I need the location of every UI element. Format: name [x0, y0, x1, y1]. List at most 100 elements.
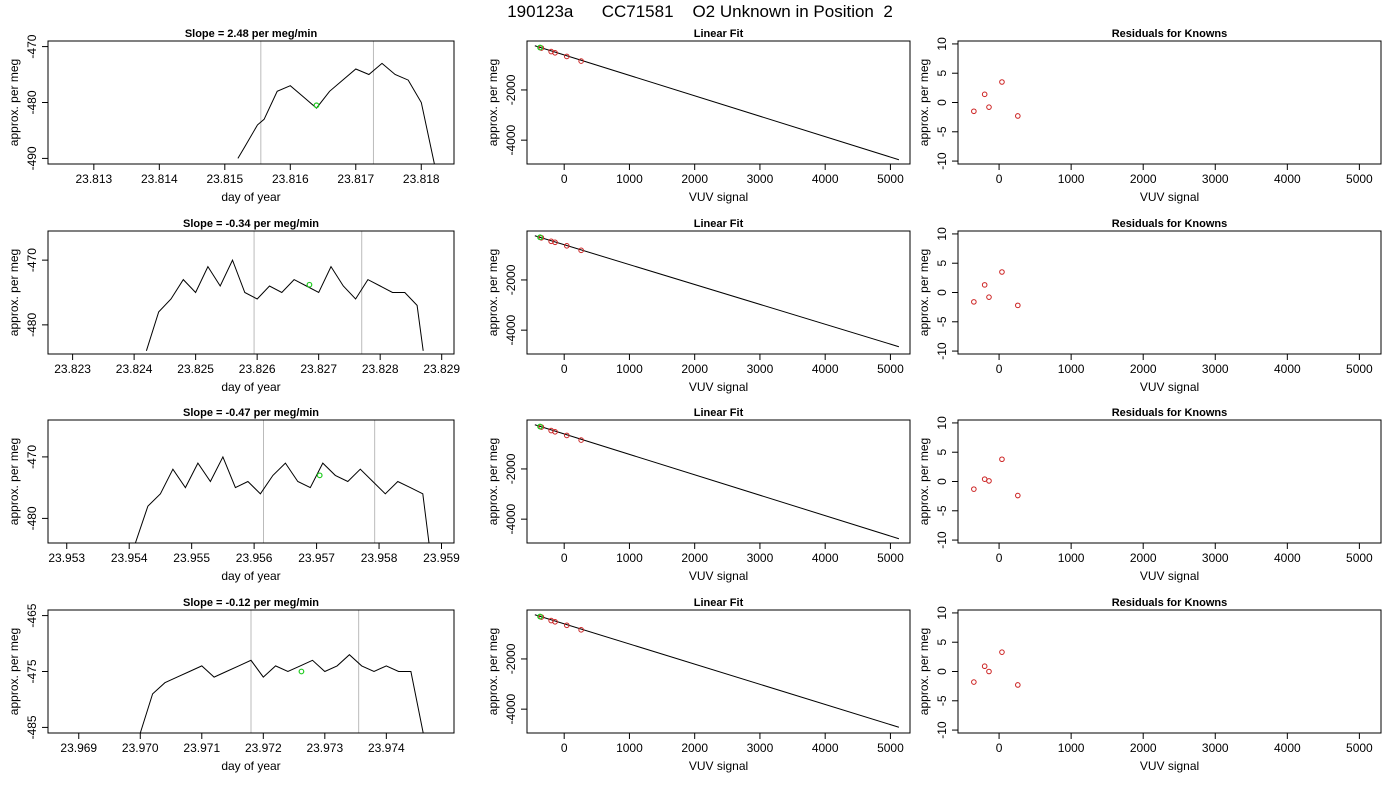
x-axis-label: VUV signal — [689, 380, 748, 394]
x-axis-label: VUV signal — [1140, 759, 1199, 773]
x-tick-label: 0 — [996, 551, 1003, 565]
y-tick-label: -10 — [935, 531, 949, 549]
y-tick-label: -480 — [25, 313, 39, 337]
x-tick-label: 0 — [561, 551, 568, 565]
data-point — [1015, 682, 1021, 688]
plot-area — [534, 613, 900, 728]
y-tick-label: 5 — [935, 639, 949, 646]
x-tick-label: 23.827 — [300, 362, 337, 376]
x-tick-label: 3000 — [1202, 741, 1229, 755]
x-tick-label: 23.957 — [298, 551, 335, 565]
x-tick-label: 5000 — [1346, 741, 1373, 755]
plot-frame — [526, 609, 911, 734]
unknown-point — [313, 102, 320, 109]
plot-frame — [526, 230, 911, 355]
chart-title: Residuals for Knowns — [1112, 218, 1228, 230]
x-tick-label: 0 — [996, 362, 1003, 376]
x-axis-label: VUV signal — [689, 759, 748, 773]
x-tick-label: 3000 — [1202, 362, 1229, 376]
x-tick-label: 23.955 — [173, 551, 210, 565]
x-tick-label: 23.823 — [54, 362, 91, 376]
x-tick-label: 5000 — [877, 741, 904, 755]
x-tick-label: 2000 — [681, 551, 708, 565]
chart-panel-8: Linear Fit VUV signal approx. per meg 0 1000… — [486, 597, 911, 773]
data-point — [578, 627, 584, 633]
chart-title: Residuals for Knowns — [1112, 407, 1228, 419]
y-tick-label: 5 — [935, 70, 949, 77]
y-tick-label: -4000 — [504, 314, 518, 345]
y-axis-label: approx. per meg — [7, 249, 21, 336]
fit-line — [534, 614, 900, 728]
data-point — [578, 58, 584, 64]
plot-area — [237, 41, 435, 164]
fit-line — [534, 424, 900, 540]
plot-area — [971, 456, 1021, 499]
x-tick-label: 2000 — [1130, 551, 1157, 565]
x-tick-label: 23.969 — [60, 741, 97, 755]
x-tick-label: 5000 — [1346, 362, 1373, 376]
y-tick-label: -10 — [935, 152, 949, 170]
chart-panel-2: Slope = -0.34 per meg/min day of year appr… — [7, 218, 460, 394]
chart-panel-3: Slope = -0.47 per meg/min day of year appr… — [7, 407, 460, 583]
x-tick-label: 2000 — [681, 741, 708, 755]
y-tick-label: -10 — [935, 342, 949, 360]
x-tick-label: 4000 — [812, 362, 839, 376]
x-tick-label: 2000 — [1130, 741, 1157, 755]
y-axis-label: approx. per meg — [486, 59, 500, 146]
x-tick-label: 3000 — [747, 551, 774, 565]
data-point — [564, 622, 570, 629]
data-point — [552, 618, 558, 625]
unknown-point — [316, 472, 323, 479]
data-point — [986, 668, 992, 675]
series-line — [145, 258, 424, 351]
chart-panel-11: Residuals for Knowns VUV signal approx. pe… — [917, 407, 1382, 583]
x-tick-label: 23.958 — [361, 551, 398, 565]
x-axis-label: VUV signal — [1140, 380, 1199, 394]
series-line — [134, 455, 430, 543]
y-tick-label: 0 — [935, 478, 949, 485]
y-axis-label: approx. per meg — [917, 438, 931, 525]
x-axis-label: VUV signal — [1140, 569, 1199, 583]
chart-title: Slope = -0.47 per meg/min — [183, 407, 319, 419]
data-point — [981, 663, 988, 670]
chart-title: Slope = 2.48 per meg/min — [185, 28, 318, 40]
plot-area — [534, 44, 900, 161]
chart-panel-4: Slope = -0.12 per meg/min day of year appr… — [7, 597, 455, 773]
y-axis-label: approx. per meg — [486, 628, 500, 715]
plot-area — [971, 269, 1021, 309]
x-tick-label: 23.954 — [111, 551, 148, 565]
y-tick-label: -4000 — [504, 503, 518, 534]
plot-frame — [526, 40, 911, 165]
data-point — [564, 243, 570, 249]
y-tick-label: -5 — [935, 126, 949, 137]
unknown-point — [537, 44, 543, 51]
y-tick-label: -2000 — [504, 264, 518, 295]
x-tick-label: 23.816 — [272, 172, 309, 186]
x-tick-label: 4000 — [1274, 741, 1301, 755]
x-axis-label: VUV signal — [1140, 190, 1199, 204]
plot-frame — [957, 230, 1382, 355]
x-tick-label: 23.970 — [122, 741, 159, 755]
data-point — [999, 456, 1005, 463]
x-tick-label: 2000 — [681, 172, 708, 186]
data-point — [999, 269, 1005, 275]
chart-panel-9: Residuals for Knowns VUV signal approx. pe… — [917, 28, 1382, 204]
data-point — [552, 428, 558, 435]
x-tick-label: 23.956 — [236, 551, 273, 565]
x-tick-label: 4000 — [812, 172, 839, 186]
unknown-point — [537, 234, 543, 241]
x-tick-label: 0 — [561, 362, 568, 376]
data-point — [986, 104, 992, 110]
y-axis-label: approx. per meg — [7, 438, 21, 525]
plot-frame — [47, 40, 455, 165]
x-tick-label: 1000 — [616, 362, 643, 376]
x-tick-label: 1000 — [1058, 741, 1085, 755]
y-tick-label: 10 — [935, 37, 949, 51]
y-axis-label: approx. per meg — [917, 59, 931, 146]
x-axis-label: VUV signal — [689, 569, 748, 583]
plot-area — [971, 79, 1021, 119]
x-tick-label: 23.959 — [423, 551, 460, 565]
chart-title: Linear Fit — [694, 597, 744, 609]
x-tick-label: 23.953 — [48, 551, 85, 565]
y-tick-label: -490 — [25, 146, 39, 170]
